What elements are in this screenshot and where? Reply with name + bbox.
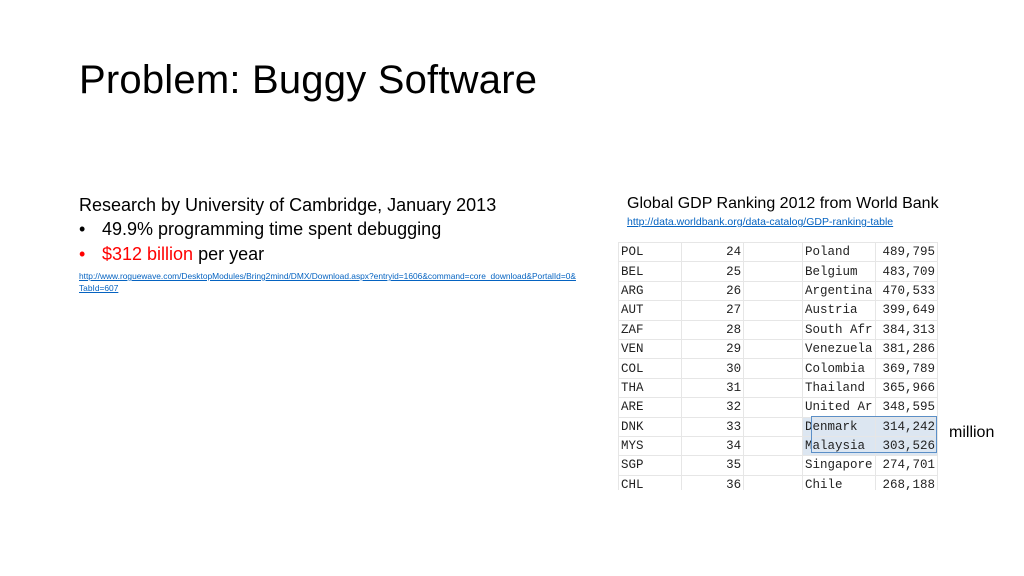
gdp-table: POL 24 Poland 489,795 BEL 25 Belgium 483,709 ARG… (618, 242, 938, 490)
code-cell: CHL (618, 474, 682, 490)
country-cell: Denmark (802, 416, 876, 437)
worldbank-link[interactable]: http://data.worldbank.org/data-catalog/G… (627, 216, 894, 228)
gdp-cell: 268,188 (874, 474, 938, 490)
empty-cell (743, 300, 803, 321)
rank-cell: 35 (680, 455, 745, 476)
rank-cell: 28 (680, 319, 745, 340)
empty-cell (743, 377, 803, 399)
cost-highlight: $312 billion (102, 244, 194, 264)
table-row: CHL 36 Chile 268,188 (618, 474, 938, 490)
empty-cell (743, 416, 803, 437)
research-heading: Research by University of Cambridge, Jan… (79, 195, 497, 215)
table-row: BEL 25 Belgium 483,709 (618, 261, 938, 282)
table-row: DNK 33 Denmark 314,242 (618, 416, 938, 437)
empty-cell (743, 455, 803, 476)
gdp-cell: 303,526 (874, 435, 938, 457)
country-cell: South Afr (802, 319, 876, 340)
table-row: MYS 34 Malaysia 303,526 (618, 435, 938, 457)
gdp-table-image: POL 24 Poland 489,795 BEL 25 Belgium 483,709 ARG… (618, 242, 938, 490)
gdp-cell: 348,595 (874, 397, 938, 418)
bullet-text: per year (193, 244, 265, 264)
bullet-debugging: • 49.9% programming time spent debugging (79, 217, 579, 242)
rank-cell: 27 (680, 300, 745, 321)
code-cell: MYS (618, 435, 682, 457)
country-cell: Belgium (802, 261, 876, 282)
empty-cell (743, 242, 803, 263)
empty-cell (743, 397, 803, 418)
code-cell: ARG (618, 280, 682, 302)
rank-cell: 26 (680, 280, 745, 302)
rank-cell: 32 (680, 397, 745, 418)
gdp-cell: 314,242 (874, 416, 938, 437)
gdp-cell: 384,313 (874, 319, 938, 340)
rank-cell: 31 (680, 377, 745, 399)
gdp-cell: 365,966 (874, 377, 938, 399)
country-cell: Chile (802, 474, 876, 490)
code-cell: ZAF (618, 319, 682, 340)
rank-cell: 29 (680, 338, 745, 360)
country-cell: Austria (802, 300, 876, 321)
bullet-marker: • (79, 219, 86, 239)
empty-cell (743, 435, 803, 457)
country-cell: Argentina (802, 280, 876, 302)
code-cell: COL (618, 358, 682, 379)
table-row: THA 31 Thailand 365,966 (618, 377, 938, 399)
bullet-text: 49.9% programming time spent debugging (102, 219, 442, 239)
code-cell: DNK (618, 416, 682, 437)
code-cell: BEL (618, 261, 682, 282)
table-row: ARE 32 United Ar 348,595 (618, 397, 938, 418)
research-section: Research by University of Cambridge, Jan… (79, 193, 579, 294)
code-cell: VEN (618, 338, 682, 360)
rank-cell: 33 (680, 416, 745, 437)
rank-cell: 36 (680, 474, 745, 490)
gdp-section: Global GDP Ranking 2012 from World Bank … (627, 193, 939, 229)
rank-cell: 34 (680, 435, 745, 457)
code-cell: ARE (618, 397, 682, 418)
empty-cell (743, 358, 803, 379)
source-link[interactable]: http://www.roguewave.com/DesktopModules/… (79, 271, 576, 293)
rank-cell: 30 (680, 358, 745, 379)
table-row: AUT 27 Austria 399,649 (618, 300, 938, 321)
empty-cell (743, 261, 803, 282)
table-row: ARG 26 Argentina 470,533 (618, 280, 938, 302)
slide-title: Problem: Buggy Software (79, 58, 538, 102)
bullet-marker: • (79, 244, 86, 264)
gdp-cell: 489,795 (874, 242, 938, 263)
code-cell: THA (618, 377, 682, 399)
gdp-cell: 483,709 (874, 261, 938, 282)
country-cell: Singapore (802, 455, 876, 476)
code-cell: POL (618, 242, 682, 263)
country-cell: United Ar (802, 397, 876, 418)
empty-cell (743, 338, 803, 360)
bullet-cost: • $312 billion per year (79, 242, 579, 267)
country-cell: Poland (802, 242, 876, 263)
empty-cell (743, 474, 803, 490)
gdp-heading: Global GDP Ranking 2012 from World Bank (627, 195, 939, 212)
code-cell: SGP (618, 455, 682, 476)
table-row: ZAF 28 South Afr 384,313 (618, 319, 938, 340)
country-cell: Thailand (802, 377, 876, 399)
table-row: SGP 35 Singapore 274,701 (618, 455, 938, 476)
country-cell: Colombia (802, 358, 876, 379)
rank-cell: 24 (680, 242, 745, 263)
gdp-cell: 470,533 (874, 280, 938, 302)
table-row: VEN 29 Venezuela 381,286 (618, 338, 938, 360)
gdp-cell: 399,649 (874, 300, 938, 321)
rank-cell: 25 (680, 261, 745, 282)
country-cell: Malaysia (802, 435, 876, 457)
country-cell: Venezuela (802, 338, 876, 360)
gdp-cell: 381,286 (874, 338, 938, 360)
table-row: POL 24 Poland 489,795 (618, 242, 938, 263)
empty-cell (743, 280, 803, 302)
unit-label: million (949, 424, 995, 441)
empty-cell (743, 319, 803, 340)
gdp-cell: 274,701 (874, 455, 938, 476)
gdp-cell: 369,789 (874, 358, 938, 379)
table-row: COL 30 Colombia 369,789 (618, 358, 938, 379)
code-cell: AUT (618, 300, 682, 321)
